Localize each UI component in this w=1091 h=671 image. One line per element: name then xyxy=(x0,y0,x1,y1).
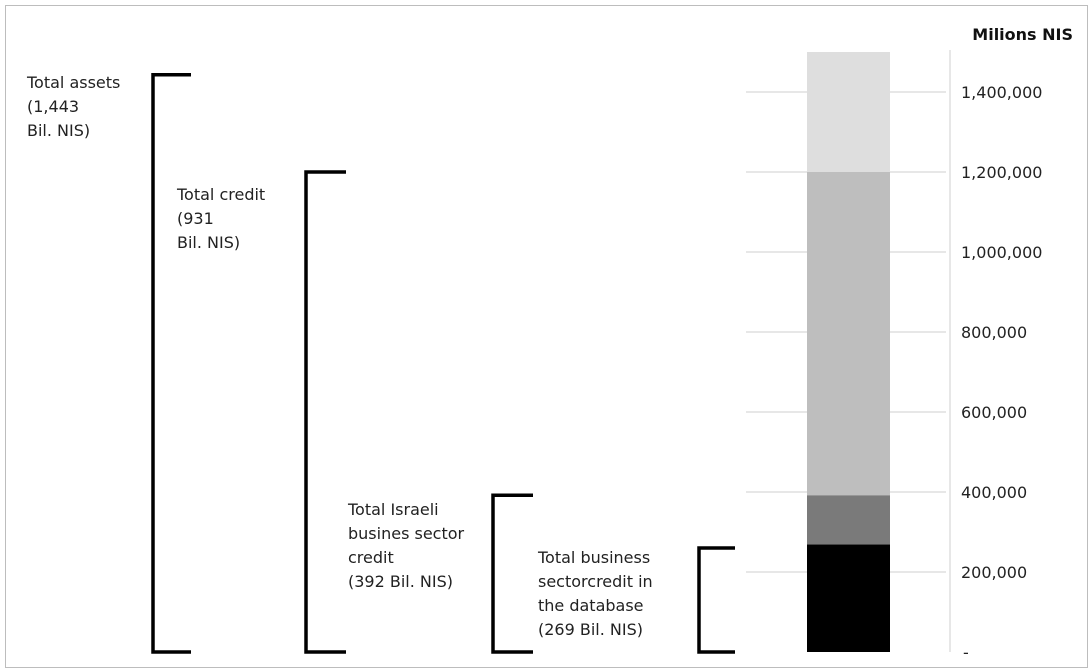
bracket-label: Bil. NIS) xyxy=(177,233,240,252)
bracket xyxy=(304,170,346,654)
y-tick-label: 200,000 xyxy=(961,563,1027,582)
bracket-label: (1,443 xyxy=(27,97,79,116)
bar-segment xyxy=(807,495,890,545)
bar-segment xyxy=(807,52,890,172)
bracket-label: credit xyxy=(348,548,394,567)
bracket-label: Total assets xyxy=(26,73,120,92)
bracket-label: Total Israeli xyxy=(347,500,439,519)
bracket xyxy=(151,73,191,654)
unit-label: Milions NIS xyxy=(972,25,1073,44)
y-tick-label: 400,000 xyxy=(961,483,1027,502)
y-tick-label: 1,200,000 xyxy=(961,163,1042,182)
stacked-credit-chart: - 200,000 400,000 600,000 800,000 1,000,000 1,… xyxy=(26,25,1073,662)
y-tick-label: 600,000 xyxy=(961,403,1027,422)
bracket-label: Total credit xyxy=(176,185,265,204)
bar-segment xyxy=(807,544,890,652)
y-tick-label: 1,000,000 xyxy=(961,243,1042,262)
bracket xyxy=(491,493,533,654)
bracket-label: (269 Bil. NIS) xyxy=(538,620,643,639)
bracket xyxy=(697,546,735,654)
y-tick-label: - xyxy=(963,643,969,662)
y-tick-label: 800,000 xyxy=(961,323,1027,342)
bracket-label: the database xyxy=(538,596,644,615)
y-tick-label: 1,400,000 xyxy=(961,83,1042,102)
bracket-label: (392 Bil. NIS) xyxy=(348,572,453,591)
bracket-label: busines sector xyxy=(348,524,465,543)
bracket-label: Bil. NIS) xyxy=(27,121,90,140)
chart-frame: - 200,000 400,000 600,000 800,000 1,000,000 1,… xyxy=(5,5,1088,668)
bracket-label: (931 xyxy=(177,209,214,228)
bracket-label: Total business xyxy=(537,548,650,567)
bracket-label: sectorcredit in xyxy=(538,572,653,591)
bar-segment xyxy=(807,172,890,496)
